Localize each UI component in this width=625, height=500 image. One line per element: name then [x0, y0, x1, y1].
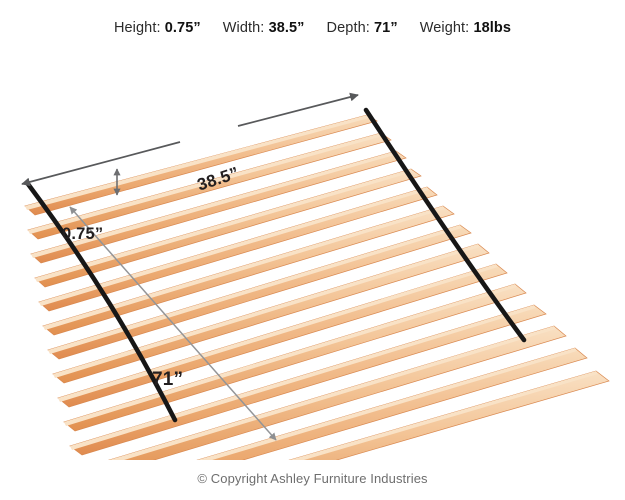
spec-value-depth: 71” — [374, 20, 398, 36]
spec-item-depth: Depth: 71” — [327, 20, 398, 36]
dimension-width-arrow-right — [237, 92, 359, 127]
spec-value-height: 0.75” — [164, 20, 201, 36]
slat-14 — [288, 370, 610, 460]
spec-label-depth: Depth: — [326, 20, 370, 36]
slat-1 — [24, 114, 378, 216]
spec-item-height: Height: 0.75” — [114, 20, 201, 36]
slat-group — [24, 114, 610, 460]
dimension-depth — [69, 206, 277, 441]
slat-roll-drawing — [21, 92, 610, 460]
dimension-width — [21, 92, 359, 187]
spec-label-weight: Weight: — [419, 20, 470, 36]
spec-value-weight: 18lbs — [473, 20, 512, 36]
specification-bar: Height: 0.75” Width: 38.5” Depth: 71” We… — [0, 0, 625, 56]
dimension-depth-arrow — [69, 206, 277, 441]
dimension-width-arrow — [21, 141, 181, 187]
spec-label-width: Width: — [222, 20, 265, 36]
spec-item-weight: Weight: 18lbs — [420, 20, 511, 36]
dimension-label-depth: 71” — [152, 369, 184, 390]
spec-item-width: Width: 38.5” — [223, 20, 305, 36]
spec-label-height: Height: — [113, 20, 161, 36]
spec-value-width: 38.5” — [268, 20, 305, 36]
dimension-label-height: 0.75” — [62, 225, 104, 243]
strap-right — [363, 107, 527, 343]
copyright-notice: © Copyright Ashley Furniture Industries — [197, 471, 428, 486]
slat-13 — [196, 347, 588, 460]
product-illustration: 38.5” 0.75” 71” — [0, 52, 625, 460]
